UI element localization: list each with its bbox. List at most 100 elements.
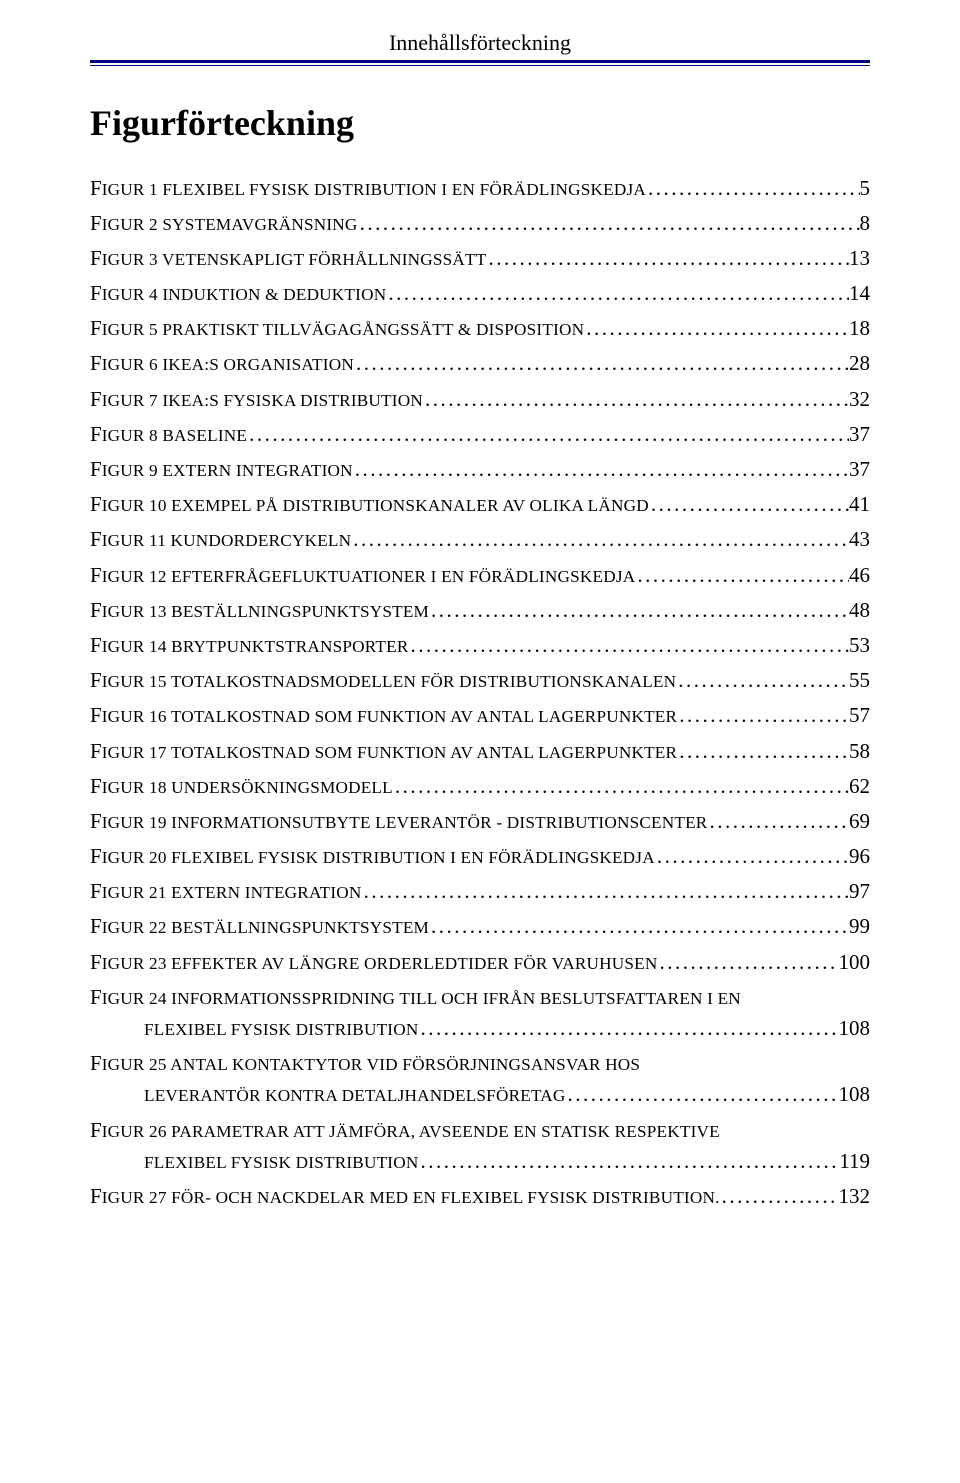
toc-leader: [676, 670, 849, 691]
toc-entry: FIGUR 23 EFFEKTER AV LÄNGRE ORDERLEDTIDE…: [90, 952, 870, 973]
toc-entry-label: FIGUR 1 FLEXIBEL FYSISK DISTRIBUTION I E…: [90, 178, 646, 199]
toc-entry: FIGUR 9 EXTERN INTEGRATION37: [90, 459, 870, 480]
toc-page-number: 28: [849, 353, 870, 374]
toc-entry: FIGUR 19 INFORMATIONSUTBYTE LEVERANTÖR -…: [90, 811, 870, 832]
toc-leader: [486, 248, 849, 269]
toc-leader: [418, 1018, 838, 1039]
toc-leader: [409, 635, 849, 656]
toc-entry-label: FIGUR 15 TOTALKOSTNADSMODELLEN FÖR DISTR…: [90, 670, 676, 691]
toc-entry-label: FIGUR 12 EFTERFRÅGEFLUKTUATIONER I EN FÖ…: [90, 565, 635, 586]
toc-leader: [386, 283, 849, 304]
toc-entry: FIGUR 26 PARAMETRAR ATT JÄMFÖRA, AVSEEND…: [90, 1120, 870, 1141]
toc-entry-label: FIGUR 5 PRAKTISKT TILLVÄGAGÅNGSSÄTT & DI…: [90, 318, 584, 339]
toc-page-number: 37: [849, 459, 870, 480]
toc-leader: [635, 565, 849, 586]
toc-entry: FIGUR 22 BESTÄLLNINGSPUNKTSYSTEM99: [90, 916, 870, 937]
toc-page-number: 32: [849, 389, 870, 410]
toc-entry-label: FIGUR 19 INFORMATIONSUTBYTE LEVERANTÖR -…: [90, 811, 707, 832]
header-rule: [90, 60, 870, 66]
figure-toc-list: FIGUR 1 FLEXIBEL FYSISK DISTRIBUTION I E…: [90, 178, 870, 1207]
toc-page-number: 100: [839, 952, 871, 973]
toc-entry-label: FIGUR 17 TOTALKOSTNAD SOM FUNKTION AV AN…: [90, 741, 677, 762]
toc-leader: [423, 389, 849, 410]
toc-entry-label: FIGUR 24 INFORMATIONSSPRIDNING TILL OCH …: [90, 987, 741, 1008]
toc-page-number: 48: [849, 600, 870, 621]
toc-leader: [429, 916, 849, 937]
toc-entry: FIGUR 5 PRAKTISKT TILLVÄGAGÅNGSSÄTT & DI…: [90, 318, 870, 339]
toc-entry: FIGUR 16 TOTALKOSTNAD SOM FUNKTION AV AN…: [90, 705, 870, 726]
toc-leader: [677, 705, 849, 726]
toc-leader: [720, 1186, 839, 1207]
toc-page-number: 58: [849, 741, 870, 762]
toc-entry-label: FIGUR 26 PARAMETRAR ATT JÄMFÖRA, AVSEEND…: [90, 1120, 720, 1141]
toc-entry: FIGUR 27 FÖR- OCH NACKDELAR MED EN FLEXI…: [90, 1186, 870, 1207]
toc-leader: [429, 600, 849, 621]
toc-entry: FIGUR 4 INDUKTION & DEDUKTION14: [90, 283, 870, 304]
toc-entry-label: FIGUR 21 EXTERN INTEGRATION: [90, 881, 362, 902]
toc-page-number: 43: [849, 529, 870, 550]
toc-entry-continuation: FLEXIBEL FYSISK DISTRIBUTION119: [90, 1151, 870, 1172]
toc-entry: FIGUR 20 FLEXIBEL FYSISK DISTRIBUTION I …: [90, 846, 870, 867]
toc-page-number: 108: [839, 1084, 871, 1105]
toc-leader: [418, 1151, 839, 1172]
toc-entry: FIGUR 15 TOTALKOSTNADSMODELLEN FÖR DISTR…: [90, 670, 870, 691]
toc-page-number: 97: [849, 881, 870, 902]
toc-entry: FIGUR 21 EXTERN INTEGRATION 97: [90, 881, 870, 902]
toc-leader: [707, 811, 849, 832]
page-header: Innehållsförteckning: [90, 30, 870, 66]
toc-entry: FIGUR 25 ANTAL KONTAKTYTOR VID FÖRSÖRJNI…: [90, 1053, 870, 1074]
toc-entry-label: FIGUR 27 FÖR- OCH NACKDELAR MED EN FLEXI…: [90, 1186, 720, 1207]
toc-entry: FIGUR 18 UNDERSÖKNINGSMODELL 62: [90, 776, 870, 797]
toc-page-number: 62: [849, 776, 870, 797]
toc-page-number: 57: [849, 705, 870, 726]
toc-leader: [393, 776, 849, 797]
toc-entry-label: FIGUR 11 KUNDORDERCYKELN: [90, 529, 351, 550]
toc-entry: FIGUR 24 INFORMATIONSSPRIDNING TILL OCH …: [90, 987, 870, 1008]
toc-leader: [566, 1084, 839, 1105]
toc-entry-continuation: FLEXIBEL FYSISK DISTRIBUTION108: [90, 1018, 870, 1039]
toc-entry: FIGUR 7 IKEA:S FYSISKA DISTRIBUTION 32: [90, 389, 870, 410]
toc-page-number: 37: [849, 424, 870, 445]
toc-entry-continuation: LEVERANTÖR KONTRA DETALJHANDELSFÖRETAG10…: [90, 1084, 870, 1105]
toc-page-number: 96: [849, 846, 870, 867]
toc-entry-label: FIGUR 14 BRYTPUNKTSTRANSPORTER: [90, 635, 409, 656]
toc-leader: [677, 741, 849, 762]
toc-entry-label: FIGUR 3 VETENSKAPLIGT FÖRHÅLLNINGSSÄTT: [90, 248, 486, 269]
toc-leader: [657, 952, 838, 973]
toc-page-number: 8: [860, 213, 871, 234]
toc-leader: [655, 846, 849, 867]
toc-entry-label: FIGUR 13 BESTÄLLNINGSPUNKTSYSTEM: [90, 600, 429, 621]
toc-entry-label: FIGUR 7 IKEA:S FYSISKA DISTRIBUTION: [90, 389, 423, 410]
toc-entry-label: FIGUR 23 EFFEKTER AV LÄNGRE ORDERLEDTIDE…: [90, 952, 657, 973]
toc-page-number: 41: [849, 494, 870, 515]
toc-entry-label: FIGUR 6 IKEA:S ORGANISATION: [90, 353, 354, 374]
toc-entry: FIGUR 3 VETENSKAPLIGT FÖRHÅLLNINGSSÄTT 13: [90, 248, 870, 269]
header-title: Innehållsförteckning: [90, 30, 870, 56]
toc-page-number: 55: [849, 670, 870, 691]
toc-entry-label: FIGUR 18 UNDERSÖKNINGSMODELL: [90, 776, 393, 797]
toc-leader: [362, 881, 849, 902]
toc-entry: FIGUR 11 KUNDORDERCYKELN 43: [90, 529, 870, 550]
toc-entry: FIGUR 1 FLEXIBEL FYSISK DISTRIBUTION I E…: [90, 178, 870, 199]
toc-page-number: 18: [849, 318, 870, 339]
toc-entry-label: FIGUR 16 TOTALKOSTNAD SOM FUNKTION AV AN…: [90, 705, 677, 726]
toc-leader: [353, 459, 849, 480]
toc-page-number: 13: [849, 248, 870, 269]
toc-entry-label: FIGUR 25 ANTAL KONTAKTYTOR VID FÖRSÖRJNI…: [90, 1053, 640, 1074]
toc-leader: [584, 318, 849, 339]
document-page: Innehållsförteckning Figurförteckning FI…: [0, 0, 960, 1483]
toc-entry-label: FIGUR 22 BESTÄLLNINGSPUNKTSYSTEM: [90, 916, 429, 937]
toc-page-number: 119: [839, 1151, 870, 1172]
toc-entry-label: FIGUR 2 SYSTEMAVGRÄNSNING: [90, 213, 358, 234]
toc-page-number: 108: [839, 1018, 871, 1039]
toc-page-number: 46: [849, 565, 870, 586]
section-title: Figurförteckning: [90, 102, 870, 144]
toc-entry: FIGUR 8 BASELINE37: [90, 424, 870, 445]
toc-leader: [247, 424, 849, 445]
toc-page-number: 53: [849, 635, 870, 656]
toc-leader: [354, 353, 849, 374]
toc-page-number: 69: [849, 811, 870, 832]
toc-entry: FIGUR 10 EXEMPEL PÅ DISTRIBUTIONSKANALER…: [90, 494, 870, 515]
toc-entry: FIGUR 14 BRYTPUNKTSTRANSPORTER 53: [90, 635, 870, 656]
toc-page-number: 14: [849, 283, 870, 304]
